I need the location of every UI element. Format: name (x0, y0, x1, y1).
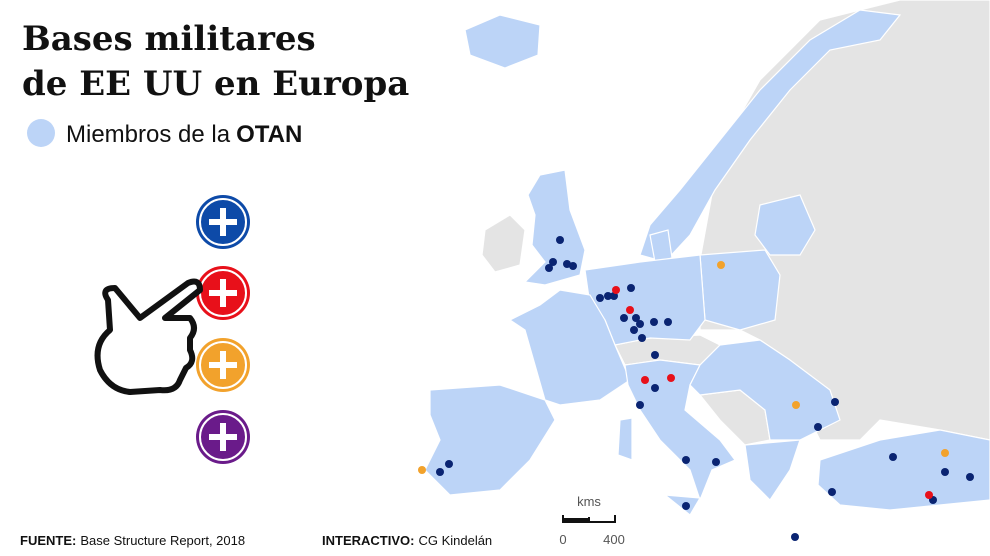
bases-red (612, 286, 933, 499)
filter-button-orange[interactable] (196, 338, 250, 392)
base (636, 320, 644, 328)
base (828, 488, 836, 496)
scale-tick-label: 400 (603, 532, 625, 547)
base (612, 286, 620, 294)
base (941, 468, 949, 476)
base (831, 398, 839, 406)
source-text: Base Structure Report, 2018 (80, 533, 245, 548)
norway (639, 9, 902, 263)
base (549, 258, 557, 266)
base (664, 318, 672, 326)
iberia (424, 384, 556, 496)
base (791, 533, 799, 541)
base (620, 314, 628, 322)
iceland (464, 14, 541, 69)
base (712, 458, 720, 466)
base (418, 466, 426, 474)
source-label: FUENTE: (20, 533, 76, 548)
base (636, 401, 644, 409)
base (682, 502, 690, 510)
credit-label: INTERACTIVO: (322, 533, 414, 548)
bases (436, 236, 974, 541)
legend-emphasis: OTAN (236, 121, 302, 148)
filter-button-blue[interactable] (196, 195, 250, 249)
base (626, 306, 634, 314)
base (445, 460, 453, 468)
eastern-europe (689, 339, 841, 441)
source: FUENTE: Base Structure Report, 2018 (20, 533, 245, 548)
credit: INTERACTIVO: CG Kindelán (322, 533, 492, 548)
base (814, 423, 822, 431)
base (682, 456, 690, 464)
base (436, 468, 444, 476)
base (632, 314, 640, 322)
pointing-hand (94, 278, 203, 395)
baltics (754, 194, 816, 256)
base (650, 318, 658, 326)
base (545, 264, 553, 272)
scale-unit: kms (577, 494, 601, 509)
scale-tick-label: 0 (559, 532, 566, 547)
base (925, 491, 933, 499)
base (627, 284, 635, 292)
base (641, 376, 649, 384)
legend-label: Miembros de la OTAN (66, 121, 302, 148)
sardinia (617, 417, 633, 461)
legend-swatch (27, 119, 55, 147)
turkey (817, 429, 990, 511)
base (941, 449, 949, 457)
title-line: Bases militares (22, 19, 316, 59)
base (604, 292, 612, 300)
base (966, 473, 974, 481)
base (630, 326, 638, 334)
map (418, 0, 990, 541)
base (556, 236, 564, 244)
bases-orange (418, 261, 949, 474)
base (596, 294, 604, 302)
uk (523, 169, 586, 286)
base (792, 401, 800, 409)
base (717, 261, 725, 269)
poland (699, 249, 781, 331)
base (667, 374, 675, 382)
base (651, 384, 659, 392)
filter-buttons (196, 195, 250, 464)
base (638, 334, 646, 342)
base (651, 351, 659, 359)
base (569, 262, 577, 270)
france (508, 289, 631, 406)
legend-text: Miembros de la (66, 121, 231, 148)
filter-button-purple[interactable] (196, 410, 250, 464)
title-line: de EE UU en Europa (22, 64, 409, 104)
greece (744, 439, 801, 501)
base (889, 453, 897, 461)
filter-button-red[interactable] (196, 266, 250, 320)
credit-text: CG Kindelán (418, 533, 492, 548)
ireland (481, 214, 526, 273)
scale-bar: kms 0 400 (559, 494, 624, 547)
